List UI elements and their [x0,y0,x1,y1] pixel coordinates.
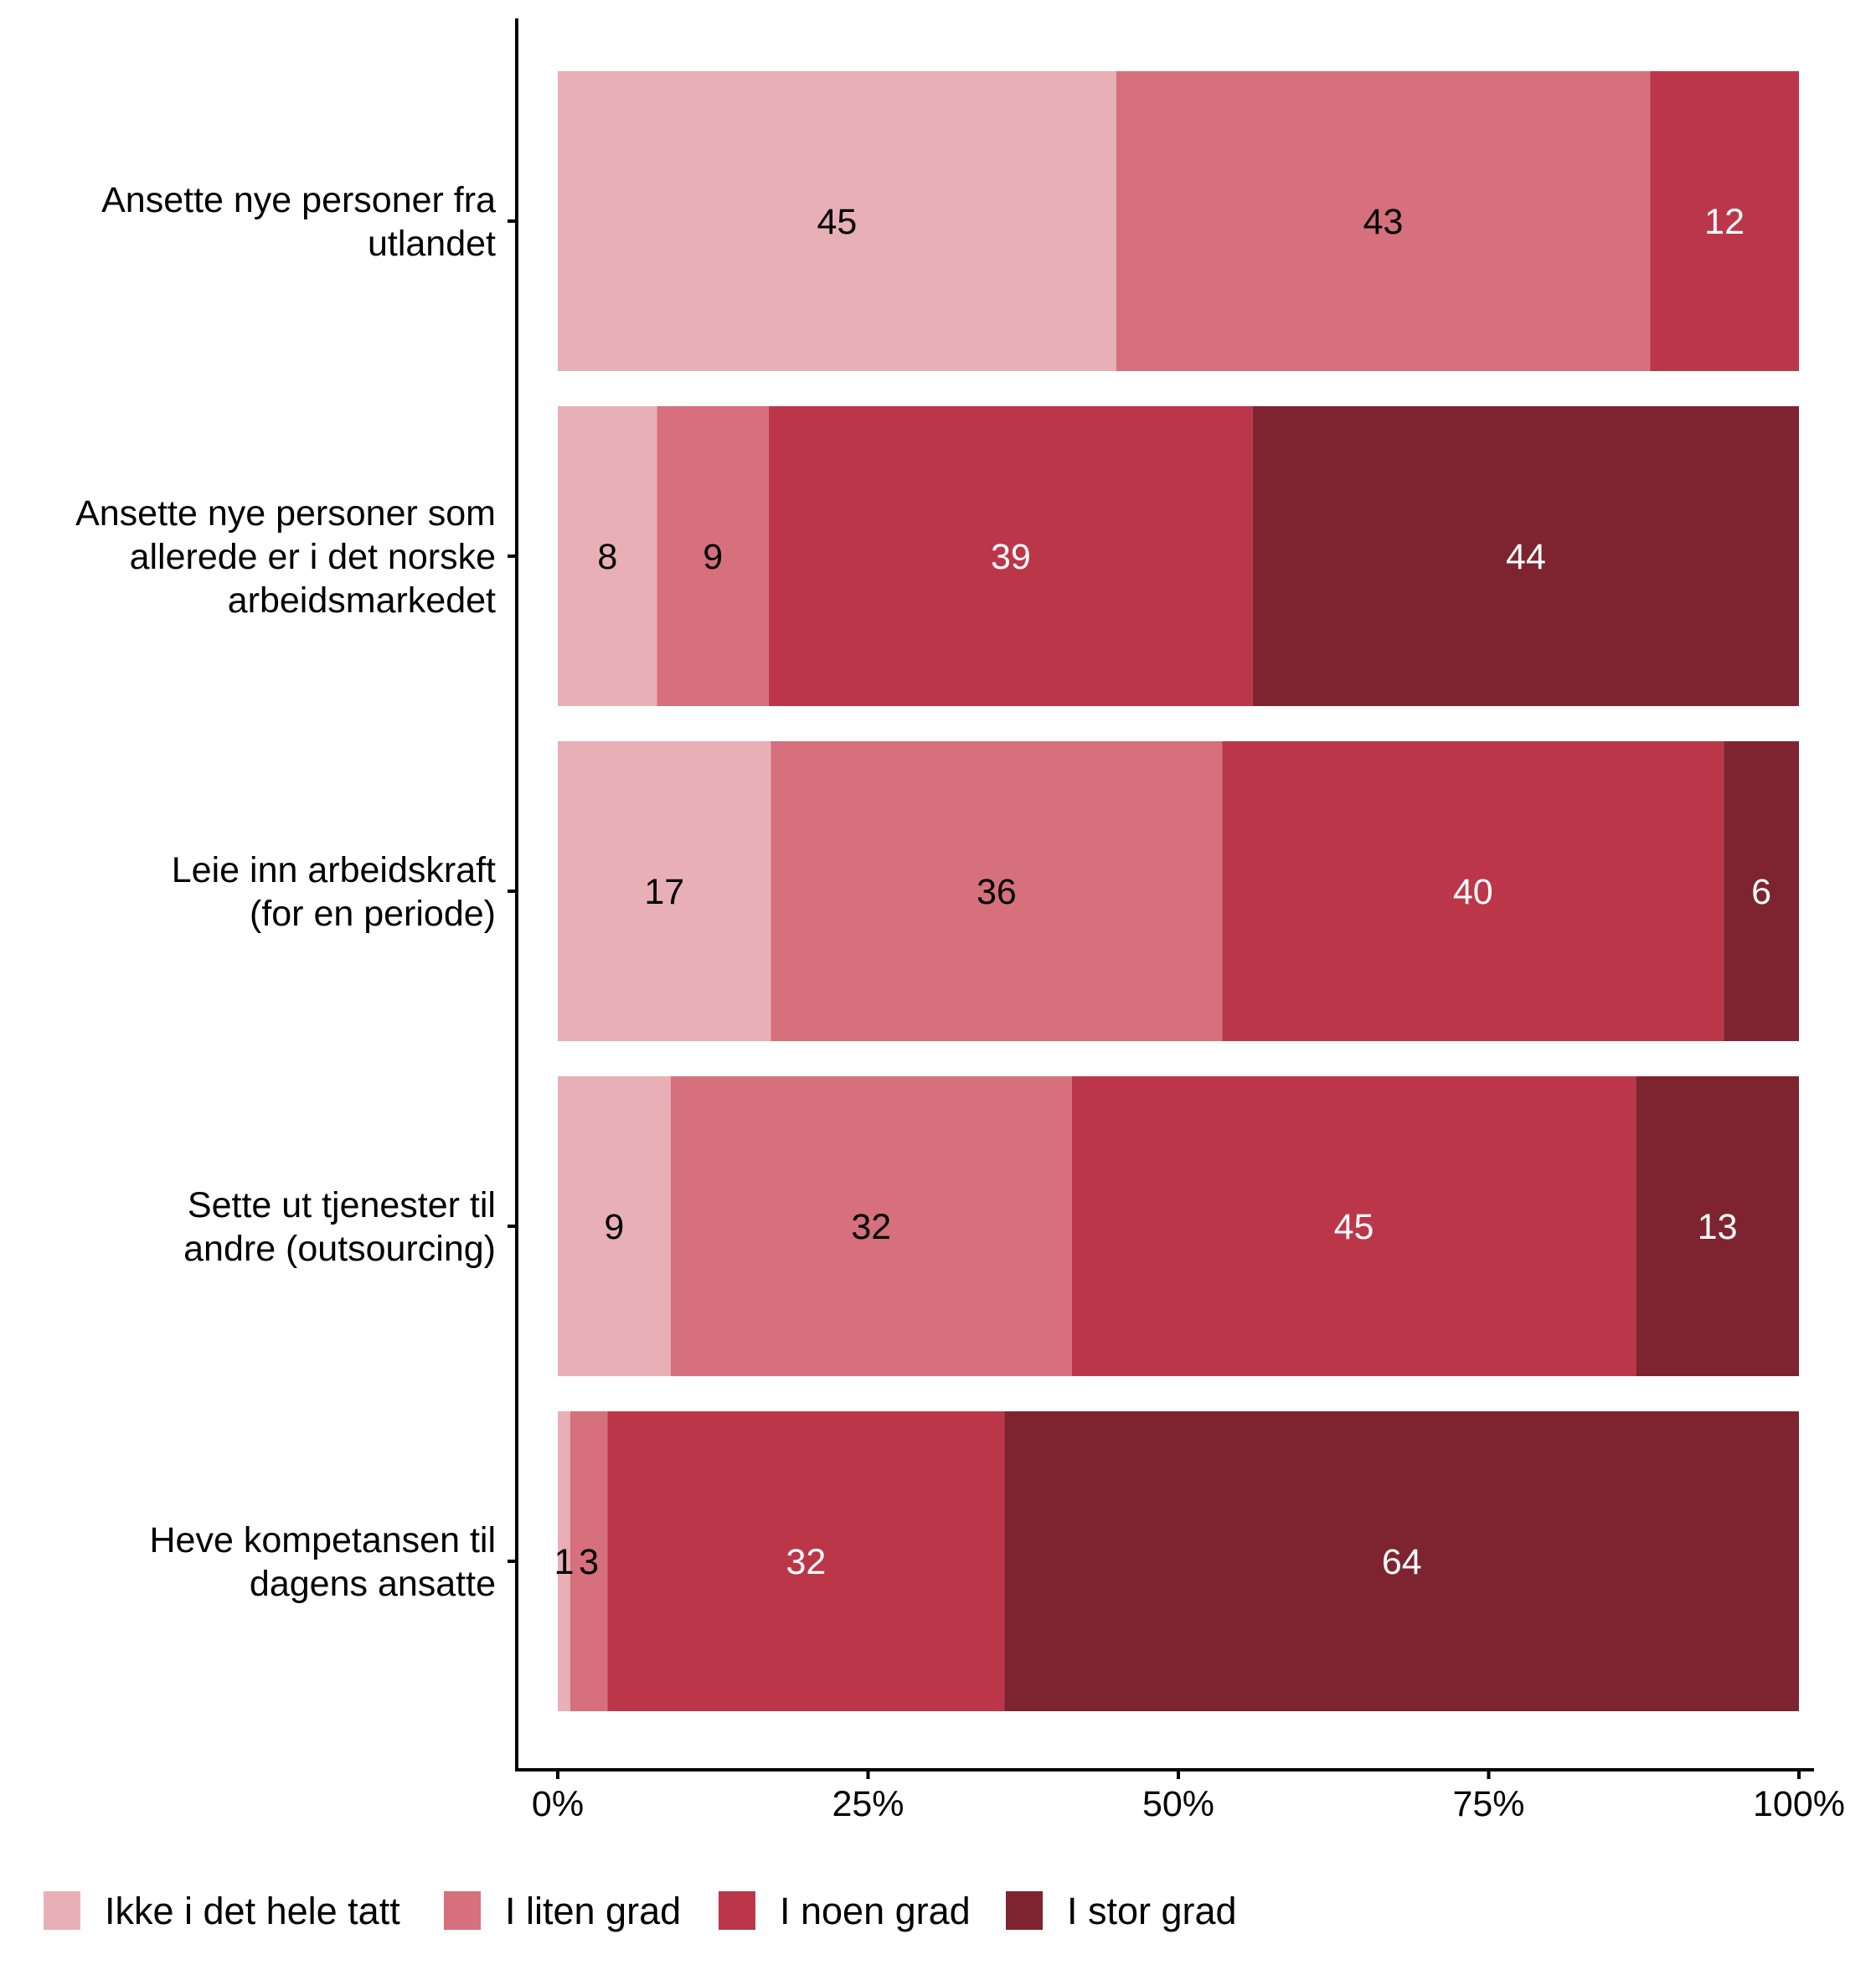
bar-segment [1724,741,1799,1041]
bar-segment [770,741,1223,1041]
x-tick-label: 100% [1753,1784,1845,1824]
x-tick-label: 75% [1452,1784,1524,1824]
legend-label: I noen grad [780,1890,971,1932]
x-tick-label: 0% [532,1784,584,1824]
legend-item: I stor grad [1006,1890,1237,1932]
bar-segment [558,1076,671,1376]
legend-item: Ikke i det hele tatt [44,1890,400,1932]
legend-swatch [719,1891,755,1930]
data-label: 39 [991,537,1031,577]
bar-segment [1636,1076,1799,1376]
bars-layer [558,71,1799,1711]
bar-segment [1252,406,1799,706]
y-axis-label: Ansette nye personer fra utlandet [101,180,496,264]
y-axis-label: Sette ut tjenester til andre (outsourcing… [183,1185,496,1269]
legend-label: I stor grad [1067,1890,1237,1932]
bar-segment [1116,71,1651,371]
data-label: 32 [851,1207,891,1247]
bar-segment [570,1411,608,1711]
bar-segment [1004,1411,1799,1711]
legend-label: I liten grad [505,1890,681,1932]
data-label: 40 [1453,872,1493,912]
legend: Ikke i det hele tatt I liten grad I noen g… [44,1890,1237,1932]
bar-segment [558,1411,570,1711]
data-label: 43 [1363,202,1404,242]
data-label: 13 [1698,1207,1738,1247]
data-label: 6 [1751,872,1771,912]
data-label: 36 [977,872,1017,912]
bar-segment [558,406,657,706]
legend-item: I noen grad [719,1890,971,1932]
data-label: 32 [786,1542,826,1582]
data-label: 1 [554,1542,574,1582]
legend-item: I liten grad [444,1890,681,1932]
legend-swatch [444,1891,481,1930]
bar-segment [558,741,771,1041]
bar-segment [670,1076,1072,1376]
y-axis-ticks [508,219,517,1563]
segment-labels-layer: 45 43 12 8 9 39 44 17 36 40 6 9 32 45 13 1 3 32 64 [554,202,1771,1582]
y-axis-label: Leie inn arbeidskraft (for en periode) [172,850,496,934]
legend-swatch [1006,1891,1043,1930]
data-label: 3 [579,1542,599,1582]
bar-segment [558,71,1116,371]
bar-segment [1222,741,1724,1041]
data-label: 45 [1334,1207,1374,1247]
legend-label: Ikke i det hele tatt [105,1890,400,1932]
data-label: 64 [1382,1542,1422,1582]
bar-segment [1071,1076,1636,1376]
x-tick-label: 25% [832,1784,904,1824]
bar-segment [607,1411,1005,1711]
x-axis-ticks: 0% 25% 50% 75% 100% [532,1770,1845,1824]
bar-segment [1650,71,1799,371]
data-label: 8 [597,537,617,577]
data-label: 17 [644,872,684,912]
data-label: 12 [1704,202,1745,242]
data-label: 44 [1506,537,1546,577]
data-label: 9 [604,1207,624,1247]
data-label: 45 [817,202,858,242]
legend-swatch [44,1891,80,1930]
y-axis-label: Heve kompetansen til dagens ansatte [150,1520,497,1604]
bar-segment [657,406,769,706]
y-axis-labels: Ansette nye personer fra utlandet Ansette … [75,180,496,1604]
data-label: 9 [703,537,723,577]
bar-segment [768,406,1253,706]
y-axis-label: Ansette nye personer som allerede er i de… [75,493,496,621]
x-tick-label: 50% [1142,1784,1214,1824]
